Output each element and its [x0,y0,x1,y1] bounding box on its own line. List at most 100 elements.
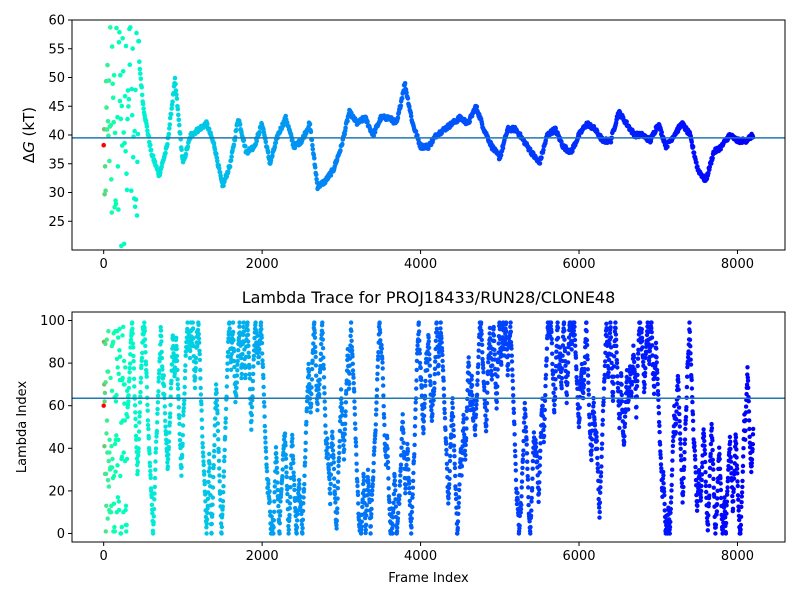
lambda-point [180,441,185,446]
delta-g-point [123,149,128,154]
lambda-point [232,358,237,364]
lambda-point [699,483,704,489]
lambda-point [177,415,182,421]
lambda-point [677,419,682,424]
lambda-point [613,332,619,337]
delta-g-point [243,143,248,149]
lambda-point [188,348,193,354]
delta-g-point [708,161,714,166]
lambda-point [112,524,117,530]
lambda-point [438,326,443,331]
lambda-point [582,360,587,366]
lambda-point [237,324,242,329]
lambda-point [342,438,347,443]
lambda-point [734,455,739,460]
delta-g-point [608,140,614,145]
lambda-point [275,487,280,493]
lambda-point [446,485,452,491]
lambda-point [646,342,651,347]
lambda-point [677,411,682,417]
lambda-point [176,405,181,410]
delta-g-x-axis: 0 2000 4000 6000 8000 [100,250,754,272]
lambda-point [555,325,561,330]
lambda-point [224,374,230,380]
lambda-point [410,478,416,484]
lambda-point [332,483,337,489]
lambda-point [285,487,290,492]
delta-g-point [689,139,694,144]
lambda-point [731,499,736,504]
lambda-point [285,491,290,497]
lambda-point [301,486,307,492]
delta-g-point [138,76,144,81]
lambda-point [175,382,180,387]
lambda-point [372,440,377,445]
lambda-point [678,441,683,446]
lambda-point [601,399,606,405]
lambda-point [589,448,594,453]
lambda-point [108,510,114,515]
lambda-point [193,360,199,365]
lambda-point [559,386,564,391]
lambda-point [200,434,205,439]
lambda-point [183,363,188,368]
delta-g-point [137,59,142,64]
delta-g-point [263,139,269,145]
lambda-point [379,346,384,351]
lambda-point [135,472,140,477]
lambda-point [656,411,662,416]
lambda-point [728,465,734,471]
lambda-point [261,400,267,405]
lambda-x-axis-label: Frame Index [388,571,469,586]
lambda-point [602,372,607,378]
lambda-point [565,380,570,386]
lambda-point [537,480,542,485]
lambda-point [368,524,373,529]
lambda-point [117,354,123,359]
lambda-point [409,531,414,536]
delta-g-y-tick-label: 45 [48,100,65,115]
lambda-point [335,496,340,501]
lambda-point [398,466,403,471]
lambda-point [225,361,230,366]
lambda-point [149,489,154,494]
lambda-point [369,512,374,517]
lambda-point [133,410,138,415]
lambda-point [438,320,443,325]
lambda-point [119,454,125,459]
lambda-point [736,497,741,502]
lambda-point [267,499,272,504]
delta-g-point [665,144,670,150]
lambda-point [688,362,694,367]
lambda-point [673,430,678,435]
delta-g-point [165,142,170,147]
lambda-point [634,384,640,389]
lambda-point [669,473,675,478]
delta-g-point [127,62,133,67]
lambda-point [598,479,603,484]
lambda-point [434,320,439,325]
lambda-point [745,375,750,380]
lambda-point [105,516,110,521]
lambda-point [187,355,193,361]
lambda-point [312,335,318,340]
lambda-point [328,481,333,487]
lambda-point [158,328,164,333]
lambda-point [619,392,624,398]
lambda-point [538,430,544,436]
lambda-point [179,452,185,458]
delta-g-point [144,124,150,129]
lambda-point [139,355,145,361]
lambda-point [525,466,530,471]
lambda-point [159,355,165,361]
lambda-point [659,466,664,471]
lambda-point [509,346,514,351]
lambda-point [380,376,386,381]
lambda-point [725,485,730,490]
lambda-point [440,368,446,373]
lambda-point [320,337,325,342]
lambda-point [584,342,590,348]
delta-g-point [134,30,139,36]
lambda-point [622,421,628,426]
lambda-point [589,437,595,442]
